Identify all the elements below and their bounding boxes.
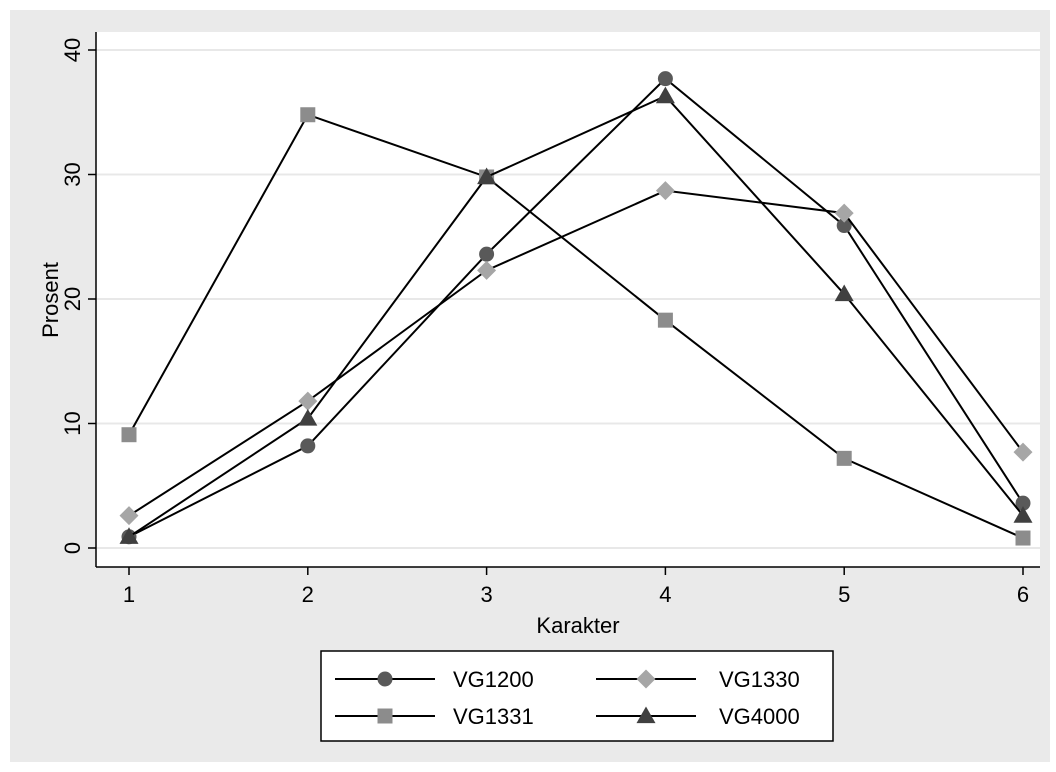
- series-VG1200: [121, 71, 1031, 545]
- data-point-VG1200-2: [300, 438, 316, 454]
- legend-box: [320, 650, 834, 742]
- x-tick-label-6: 6: [1017, 582, 1029, 607]
- axes: 0 10 20 30 40 1 2 3 4 5 6: [60, 32, 1040, 607]
- x-tick-label-4: 4: [659, 582, 671, 607]
- data-point-VG1200-6: [1015, 495, 1031, 511]
- series-line-VG1330: [128, 189, 1024, 517]
- data-point-VG1331-4: [657, 312, 673, 328]
- series-line-VG1331: [128, 113, 1024, 539]
- y-axis-title: Prosent: [38, 262, 63, 338]
- data-point-VG1330-3: [477, 260, 497, 280]
- y-tick-label-20: 20: [60, 287, 85, 311]
- x-tick-label-3: 3: [480, 582, 492, 607]
- series-line-VG1200: [128, 77, 1024, 538]
- data-point-VG4000-5: [834, 284, 854, 302]
- data-point-VG1330-6: [1013, 442, 1033, 462]
- data-point-VG1330-2: [298, 391, 318, 411]
- data-point-VG1331-1: [121, 427, 137, 443]
- series-group: [119, 71, 1033, 546]
- data-point-VG4000-2: [298, 409, 318, 426]
- y-tick-label-30: 30: [60, 162, 85, 186]
- data-point-VG1200-3: [479, 246, 495, 262]
- y-tick-label-40: 40: [60, 38, 85, 62]
- x-tick-label-2: 2: [302, 582, 314, 607]
- data-point-VG4000-6: [1013, 506, 1033, 523]
- legend-marker-VG1330: [636, 669, 656, 689]
- data-point-VG1330-5: [834, 203, 854, 223]
- legend-marker-VG4000: [636, 706, 656, 724]
- data-point-VG4000-1: [119, 527, 139, 544]
- data-point-VG1330-4: [655, 181, 675, 201]
- legend-item-VG1330: VG1330: [596, 667, 800, 692]
- series-VG1330: [119, 181, 1033, 526]
- series-VG1331: [121, 107, 1031, 546]
- y-tick-label-0: 0: [60, 542, 85, 554]
- legend-marker-VG1331: [377, 708, 393, 724]
- data-point-VG1330-1: [119, 506, 139, 526]
- legend-item-VG4000: VG4000: [596, 704, 800, 729]
- legend-label-VG1330: VG1330: [719, 667, 800, 692]
- x-tick-label-5: 5: [838, 582, 850, 607]
- legend-label-VG1331: VG1331: [453, 704, 534, 729]
- series-VG4000: [119, 86, 1033, 544]
- series-line-VG4000: [128, 94, 1024, 538]
- legend-item-VG1331: VG1331: [335, 704, 534, 729]
- legend-label-VG1200: VG1200: [453, 667, 534, 692]
- x-tick-label-1: 1: [123, 582, 135, 607]
- data-point-VG1331-5: [836, 450, 852, 466]
- legend-item-VG1200: VG1200: [335, 667, 534, 692]
- data-point-VG4000-3: [477, 167, 497, 185]
- data-point-VG1331-6: [1015, 530, 1031, 546]
- y-tick-label-10: 10: [60, 411, 85, 435]
- data-point-VG1331-2: [300, 107, 316, 123]
- legend-label-VG4000: VG4000: [719, 704, 800, 729]
- legend-marker-VG1200: [377, 671, 393, 687]
- data-point-VG4000-4: [655, 86, 675, 104]
- data-point-VG1200-5: [836, 218, 852, 234]
- legend: VG1200 VG1330 VG1331 VG4000: [320, 650, 834, 742]
- data-point-VG1200-4: [657, 71, 673, 87]
- x-axis-title: Karakter: [536, 613, 619, 638]
